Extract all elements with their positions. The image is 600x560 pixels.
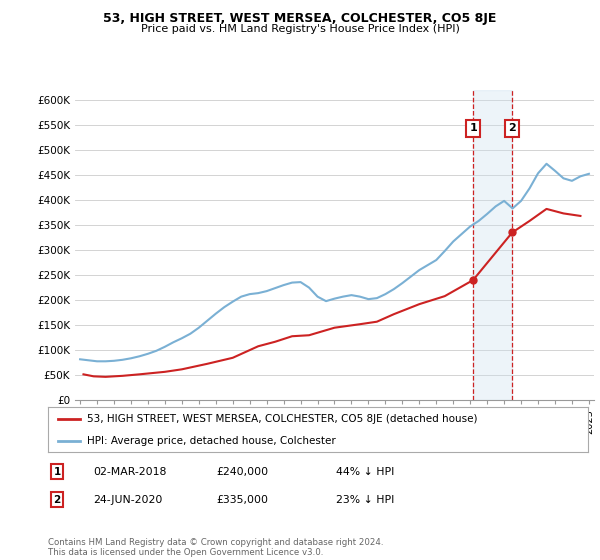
Text: 2: 2	[53, 494, 61, 505]
Text: £335,000: £335,000	[216, 494, 268, 505]
Text: 53, HIGH STREET, WEST MERSEA, COLCHESTER, CO5 8JE: 53, HIGH STREET, WEST MERSEA, COLCHESTER…	[103, 12, 497, 25]
Text: 2: 2	[508, 123, 516, 133]
Text: 02-MAR-2018: 02-MAR-2018	[93, 466, 166, 477]
Text: HPI: Average price, detached house, Colchester: HPI: Average price, detached house, Colc…	[87, 436, 335, 446]
Text: £240,000: £240,000	[216, 466, 268, 477]
Text: Contains HM Land Registry data © Crown copyright and database right 2024.
This d: Contains HM Land Registry data © Crown c…	[48, 538, 383, 557]
Text: Price paid vs. HM Land Registry's House Price Index (HPI): Price paid vs. HM Land Registry's House …	[140, 24, 460, 34]
Text: 1: 1	[53, 466, 61, 477]
Text: 23% ↓ HPI: 23% ↓ HPI	[336, 494, 394, 505]
Text: 44% ↓ HPI: 44% ↓ HPI	[336, 466, 394, 477]
Text: 24-JUN-2020: 24-JUN-2020	[93, 494, 163, 505]
Text: 53, HIGH STREET, WEST MERSEA, COLCHESTER, CO5 8JE (detached house): 53, HIGH STREET, WEST MERSEA, COLCHESTER…	[87, 414, 478, 424]
Bar	[473, 90, 512, 400]
Text: 1: 1	[469, 123, 477, 133]
